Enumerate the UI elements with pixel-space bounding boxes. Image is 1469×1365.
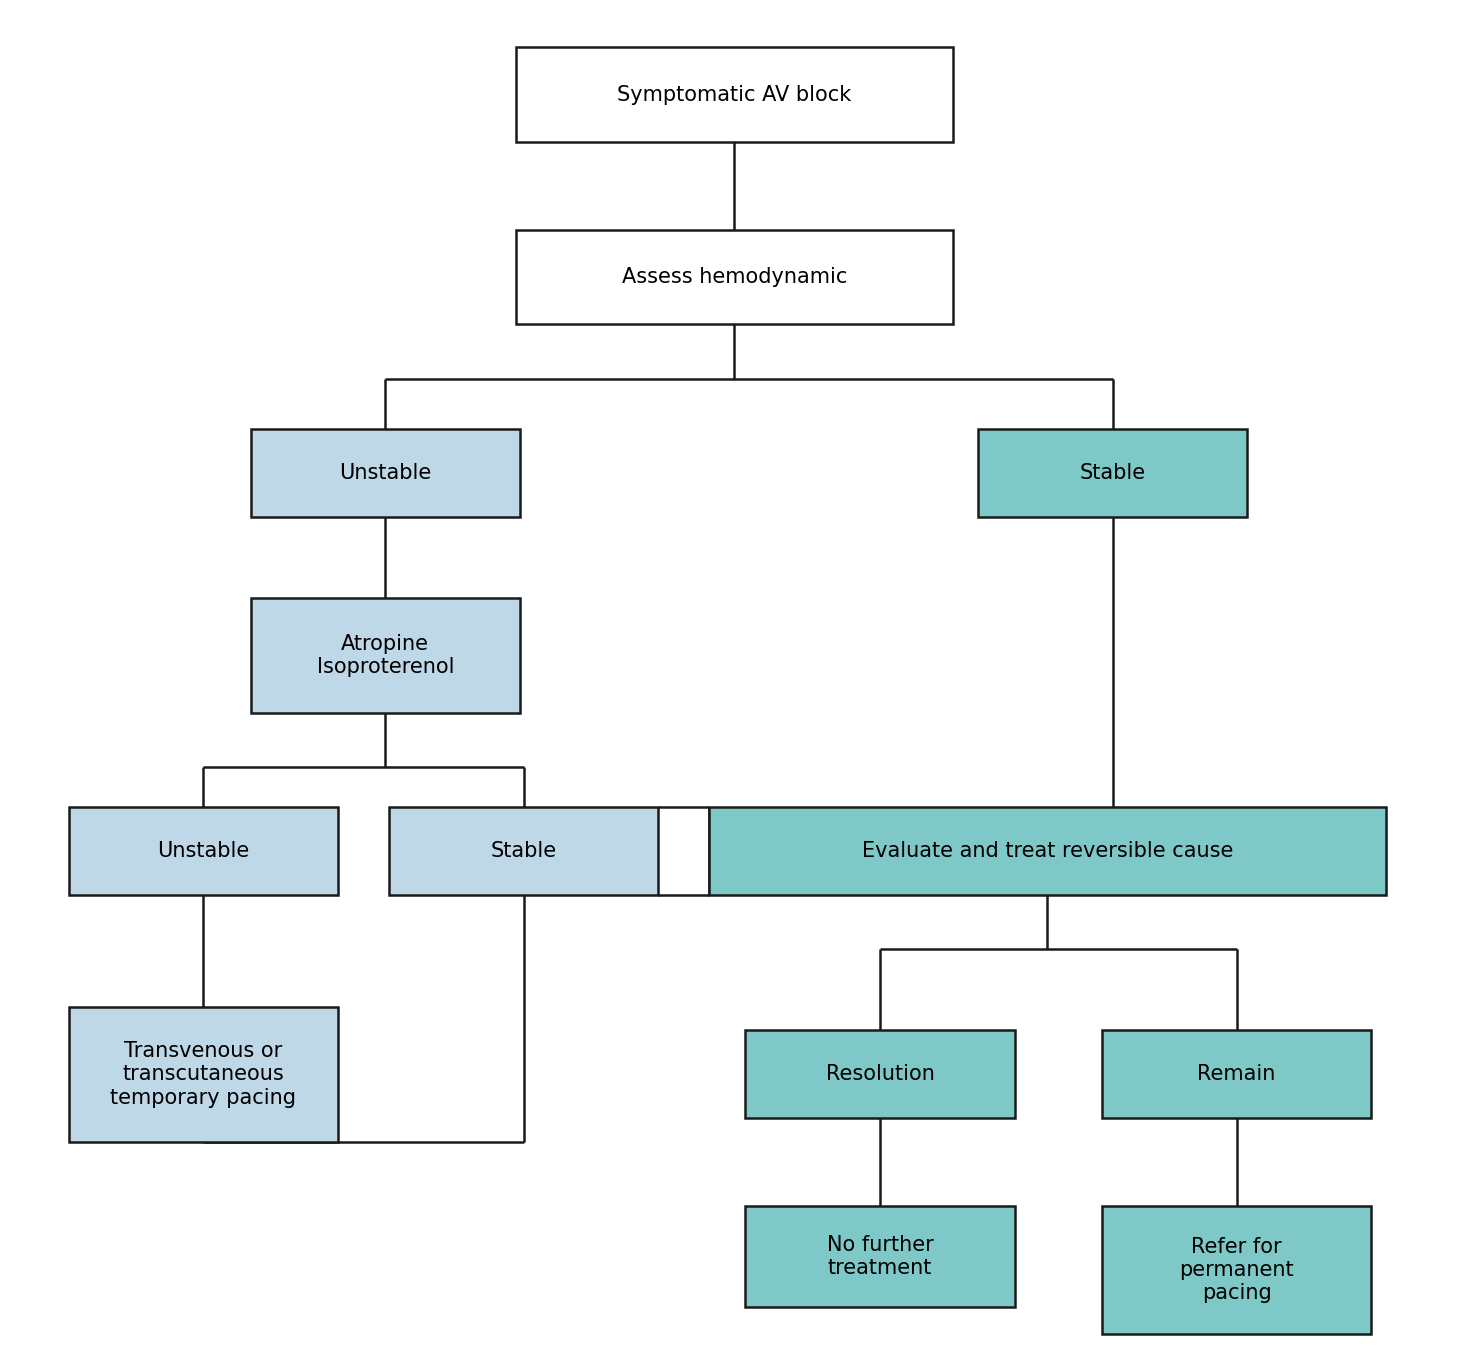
Text: Unstable: Unstable — [339, 463, 432, 483]
Text: Remain: Remain — [1197, 1065, 1275, 1084]
Text: No further
treatment: No further treatment — [827, 1235, 933, 1278]
FancyBboxPatch shape — [69, 808, 338, 895]
FancyBboxPatch shape — [745, 1031, 1015, 1118]
FancyBboxPatch shape — [710, 808, 1385, 895]
Text: Symptomatic AV block: Symptomatic AV block — [617, 85, 852, 105]
FancyBboxPatch shape — [978, 429, 1247, 517]
Text: Atropine
Isoproterenol: Atropine Isoproterenol — [316, 633, 454, 677]
FancyBboxPatch shape — [251, 598, 520, 713]
FancyBboxPatch shape — [69, 1007, 338, 1143]
Text: Assess hemodynamic: Assess hemodynamic — [621, 268, 848, 287]
FancyBboxPatch shape — [1102, 1207, 1371, 1335]
FancyBboxPatch shape — [516, 229, 953, 325]
FancyBboxPatch shape — [745, 1207, 1015, 1308]
Text: Stable: Stable — [491, 841, 557, 861]
FancyBboxPatch shape — [251, 429, 520, 517]
FancyBboxPatch shape — [1102, 1031, 1371, 1118]
Text: Unstable: Unstable — [157, 841, 250, 861]
Text: Stable: Stable — [1080, 463, 1146, 483]
FancyBboxPatch shape — [516, 48, 953, 142]
Text: Evaluate and treat reversible cause: Evaluate and treat reversible cause — [862, 841, 1232, 861]
Text: Resolution: Resolution — [826, 1065, 934, 1084]
Text: Transvenous or
transcutaneous
temporary pacing: Transvenous or transcutaneous temporary … — [110, 1041, 297, 1107]
Text: Refer for
permanent
pacing: Refer for permanent pacing — [1180, 1237, 1294, 1304]
FancyBboxPatch shape — [389, 808, 658, 895]
